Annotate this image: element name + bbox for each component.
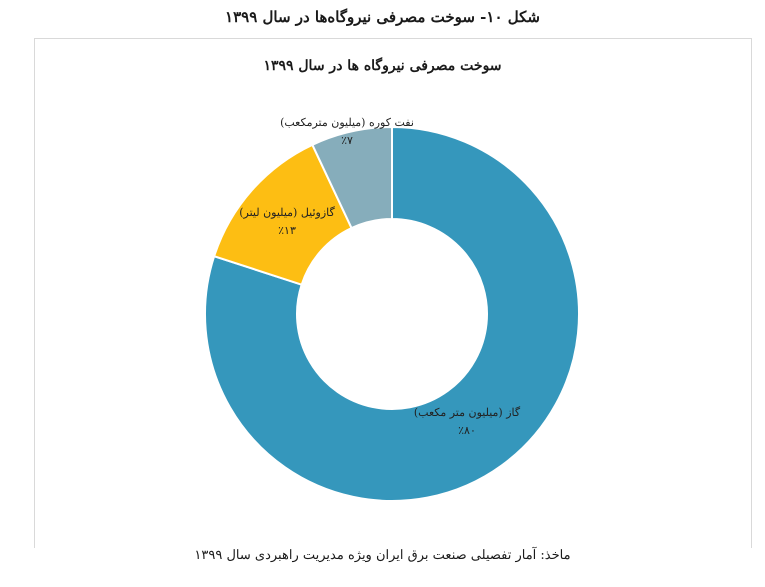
chart-title: سوخت مصرفی نیروگاه ها در سال ۱۳۹۹ bbox=[263, 58, 502, 74]
chart-frame bbox=[34, 38, 752, 548]
donut-slice-1 bbox=[204, 125, 580, 502]
slice-label-1: گاز (میلیون متر مکعب) bbox=[414, 406, 521, 419]
source-note: ماخذ: آمار تفصیلی صنعت برق ایران ویژه مد… bbox=[194, 548, 571, 563]
slice-percent-2: ٪۱۳ bbox=[278, 224, 296, 237]
slice-label-2: گازوئیل (میلیون لیتر) bbox=[239, 206, 335, 219]
slice-percent-1: ٪۸۰ bbox=[458, 424, 476, 437]
donut-slice-3 bbox=[311, 125, 393, 230]
slice-percent-3: ٪۷ bbox=[341, 134, 353, 147]
figure-caption: شکل ۱۰- سوخت مصرفی نیروگاه‌ها در سال ۱۳۹… bbox=[225, 8, 540, 26]
slice-label-3: نفت کوره (میلیون مترمکعب) bbox=[280, 116, 414, 129]
